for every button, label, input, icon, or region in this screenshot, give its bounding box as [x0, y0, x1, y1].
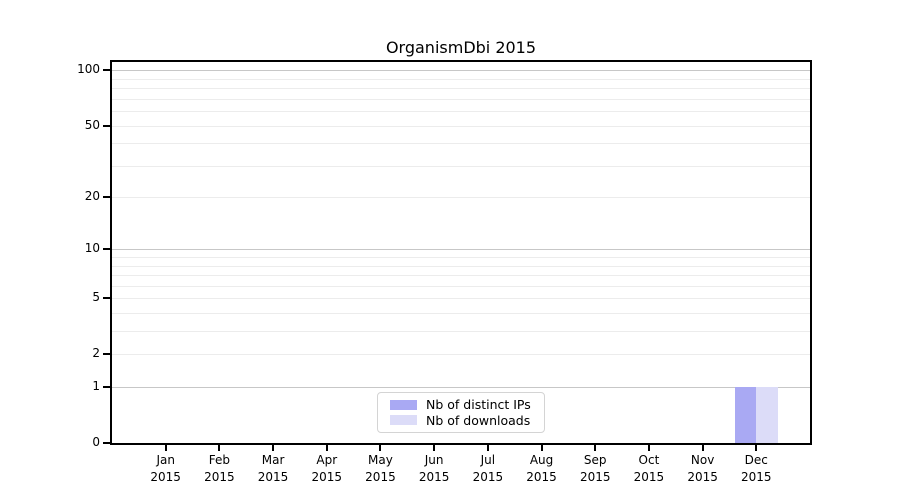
x-tick-mark: [325, 445, 328, 451]
gridline-minor: [112, 354, 810, 356]
x-tick-label: Jan 2015: [150, 453, 181, 484]
x-tick-label: Mar 2015: [257, 453, 289, 484]
x-tick-mark: [486, 445, 489, 451]
legend-swatch-downloads: [390, 415, 417, 426]
x-tick-mark: [647, 445, 650, 451]
gridline-minor: [112, 197, 810, 199]
x-tick-label: Nov 2015: [687, 453, 718, 484]
y-tick-mark: [103, 124, 110, 127]
legend-label-downloads: Nb of downloads: [426, 412, 531, 428]
gridline-minor: [112, 285, 810, 287]
y-tick-mark: [103, 248, 110, 251]
legend-label-distinct-ips: Nb of distinct IPs: [426, 397, 531, 413]
x-tick-label: Oct 2015: [633, 453, 665, 484]
gridline-major: [112, 70, 810, 72]
chart-title: OrganismDbi 2015: [385, 38, 537, 57]
gridline-minor: [112, 88, 810, 90]
x-tick-label: Feb 2015: [204, 453, 235, 484]
gridline-minor: [112, 331, 810, 333]
x-tick-mark: [755, 445, 758, 451]
y-tick-label: 100: [77, 62, 100, 77]
legend-item-distinct-ips: Nb of distinct IPs: [390, 397, 544, 412]
x-tick-label: Sep 2015: [579, 453, 611, 484]
gridline-minor: [112, 313, 810, 315]
x-tick-mark: [433, 445, 436, 451]
y-tick-mark: [103, 196, 110, 199]
gridline-minor: [112, 275, 810, 277]
y-tick-mark: [103, 297, 110, 300]
x-tick-mark: [540, 445, 543, 451]
gridline-minor: [112, 78, 810, 80]
x-tick-mark: [272, 445, 275, 451]
x-tick-label: Jul 2015: [472, 453, 504, 484]
x-tick-label: May 2015: [365, 453, 396, 484]
y-tick-mark: [103, 386, 110, 389]
gridline-minor: [112, 98, 810, 100]
y-tick-label: 0: [92, 435, 100, 449]
y-tick-label: 2: [92, 346, 100, 361]
gridline-major: [112, 387, 810, 389]
bar-distinct-ips: [734, 387, 757, 443]
x-tick-label: Jun 2015: [418, 453, 450, 484]
x-tick-mark: [701, 445, 704, 451]
y-tick-mark: [103, 442, 110, 444]
y-tick-label: 10: [84, 241, 100, 256]
x-tick-label: Dec 2015: [741, 453, 772, 484]
y-tick-mark: [103, 353, 110, 356]
gridline-minor: [112, 165, 810, 167]
x-tick-mark: [594, 445, 597, 451]
gridline-minor: [112, 111, 810, 113]
x-tick-mark: [218, 445, 221, 451]
y-tick-label: 5: [92, 290, 100, 305]
gridline-minor: [112, 298, 810, 300]
y-tick-label: 20: [84, 189, 100, 204]
y-tick-mark: [103, 69, 110, 72]
gridline-minor: [112, 265, 810, 267]
bar-downloads: [756, 387, 778, 443]
x-tick-label: Aug 2015: [526, 453, 557, 484]
gridline-minor: [112, 257, 810, 259]
x-tick-mark: [379, 445, 382, 451]
y-tick-label: 1: [92, 379, 100, 394]
y-tick-label: 50: [84, 117, 100, 132]
x-tick-label: Apr 2015: [311, 453, 343, 484]
x-tick-mark: [164, 445, 167, 451]
legend-swatch-distinct-ips: [390, 399, 417, 410]
gridline-minor: [112, 143, 810, 145]
legend: Nb of distinct IPs Nb of downloads: [377, 392, 545, 433]
gridline-major: [112, 249, 810, 251]
gridline-minor: [112, 125, 810, 127]
legend-item-downloads: Nb of downloads: [390, 413, 544, 428]
